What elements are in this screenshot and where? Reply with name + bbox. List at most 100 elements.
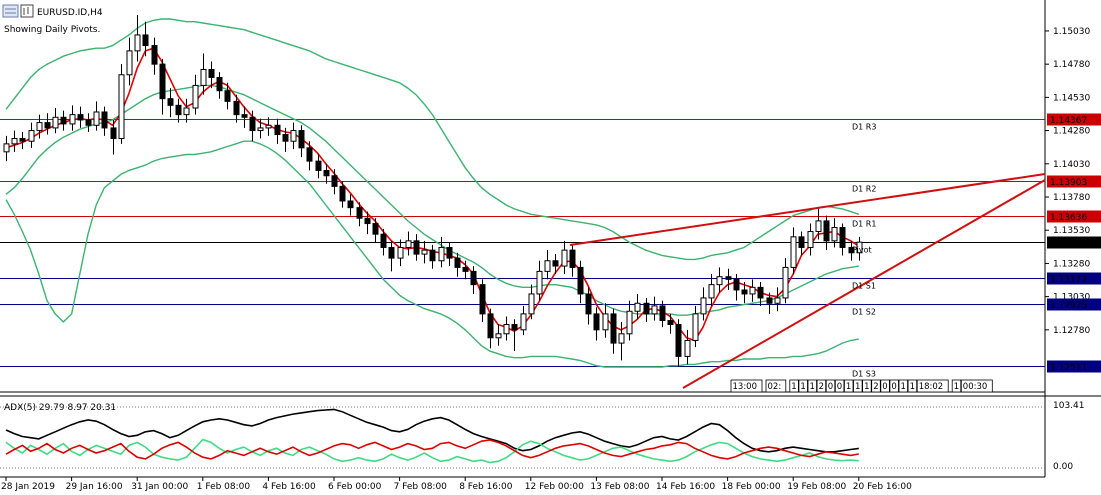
- time-scale-label: 02:: [768, 382, 782, 392]
- candle-body: [700, 297, 707, 315]
- x-tick-label: 18 Feb 00:00: [722, 482, 781, 492]
- indicator-line: [5, 84, 859, 316]
- candle-body: [536, 270, 543, 295]
- x-tick-label: 1 Feb 08:00: [197, 482, 251, 492]
- price-label: 1.12511: [1050, 363, 1087, 373]
- candle-body: [618, 333, 625, 344]
- candle-body: [651, 305, 658, 315]
- candle-body: [438, 246, 445, 262]
- time-scale-box: [789, 379, 799, 393]
- candle-body: [487, 313, 494, 339]
- candle-body: [798, 236, 805, 248]
- price-label: 1.13903: [1050, 178, 1087, 188]
- candle-body: [142, 34, 149, 47]
- candle-body: [708, 284, 715, 299]
- candle-body: [110, 127, 117, 140]
- candle-body: [69, 114, 76, 125]
- pivot-level-label: D1 R3: [852, 123, 876, 132]
- y-tick-label: 1.13030: [1053, 293, 1090, 303]
- candle-body: [634, 302, 641, 312]
- time-scale-label: 1: [855, 382, 860, 392]
- time-scale-label: 1: [954, 382, 959, 392]
- candle-body: [766, 297, 773, 304]
- time-scale-box: [880, 379, 890, 393]
- price-panel: [0, 15, 1045, 368]
- time-scale-box: [834, 379, 845, 393]
- price-label-box: [1047, 210, 1101, 223]
- candle-body: [733, 278, 740, 291]
- x-tick-label: 14 Feb 16:00: [656, 482, 715, 492]
- x-tick-label: 7 Feb 08:00: [394, 482, 448, 492]
- candle-body: [856, 241, 863, 254]
- price-label-box: [1047, 236, 1101, 249]
- x-tick-label: 12 Feb 00:00: [525, 482, 584, 492]
- pivot-level-label: D1 R2: [852, 185, 876, 194]
- time-scale-box: [871, 379, 881, 393]
- price-label: 1.13439: [1050, 239, 1087, 249]
- candle-body: [290, 130, 297, 142]
- chart-icon: [2, 4, 34, 18]
- time-scale-label: 0: [837, 382, 842, 392]
- candle-body: [339, 185, 346, 202]
- candle-body: [602, 313, 609, 331]
- candle-body: [774, 297, 781, 304]
- candle-body: [249, 116, 256, 132]
- adx-line: [5, 438, 859, 464]
- candle-body: [544, 260, 551, 272]
- candle-body: [315, 160, 322, 171]
- time-scale-box: [853, 379, 863, 393]
- candle-body: [323, 169, 330, 177]
- candle-body: [388, 246, 395, 259]
- candle-body: [257, 127, 264, 132]
- x-tick-label: 8 Feb 16:00: [459, 482, 513, 492]
- candle-body: [28, 130, 35, 142]
- candle-body: [265, 124, 272, 129]
- y-tick-label: 1.13780: [1053, 193, 1090, 203]
- candle-body: [585, 293, 592, 315]
- time-scale-box: [816, 379, 827, 393]
- price-label: 1.14367: [1050, 116, 1087, 126]
- candle-body: [716, 276, 723, 286]
- candle-body: [356, 207, 363, 219]
- candle-body: [167, 98, 174, 106]
- y-tick-label: 1.14280: [1053, 127, 1090, 137]
- adx-tick-label: 103.41: [1053, 401, 1085, 411]
- time-scale-box: [862, 379, 872, 393]
- candle-body: [848, 246, 855, 254]
- candle-body: [36, 122, 43, 132]
- candle-body: [511, 324, 518, 331]
- candle-body: [159, 63, 166, 100]
- pivot-level-label: Pivot: [852, 246, 872, 255]
- adx-title: ADX(5) 29.79 8.97 20.31: [4, 403, 116, 413]
- candle-body: [44, 122, 51, 129]
- time-scale-label: 1: [846, 382, 851, 392]
- candle-body: [200, 68, 207, 86]
- candle-body: [470, 270, 477, 286]
- candle-body: [364, 217, 371, 225]
- pivot-level-label: D1 S2: [852, 308, 876, 317]
- y-tick-label: 1.14530: [1053, 93, 1090, 103]
- price-label-box: [1047, 360, 1101, 373]
- x-tick-label: 19 Feb 08:00: [787, 482, 846, 492]
- time-scale-box: [916, 379, 949, 393]
- x-tick-label: 31 Jan 00:00: [131, 482, 188, 492]
- x-tick-label: 28 Jan 2019: [1, 482, 55, 492]
- candle-body: [241, 114, 248, 118]
- candle-body: [749, 286, 756, 295]
- candle-body: [462, 266, 469, 272]
- candle-body: [692, 313, 699, 341]
- time-scale-box: [907, 379, 918, 393]
- candle-body: [552, 260, 559, 267]
- candle-body: [823, 220, 830, 242]
- candle-body: [741, 289, 748, 295]
- price-label-box: [1047, 175, 1101, 188]
- trend-line: [682, 179, 1046, 389]
- candle-body: [815, 220, 822, 233]
- time-scale-label: 2: [819, 382, 824, 392]
- time-scale-box: [765, 379, 787, 393]
- candle-body: [126, 50, 133, 76]
- time-scale-label: 1: [791, 382, 796, 392]
- candle-body: [151, 45, 158, 65]
